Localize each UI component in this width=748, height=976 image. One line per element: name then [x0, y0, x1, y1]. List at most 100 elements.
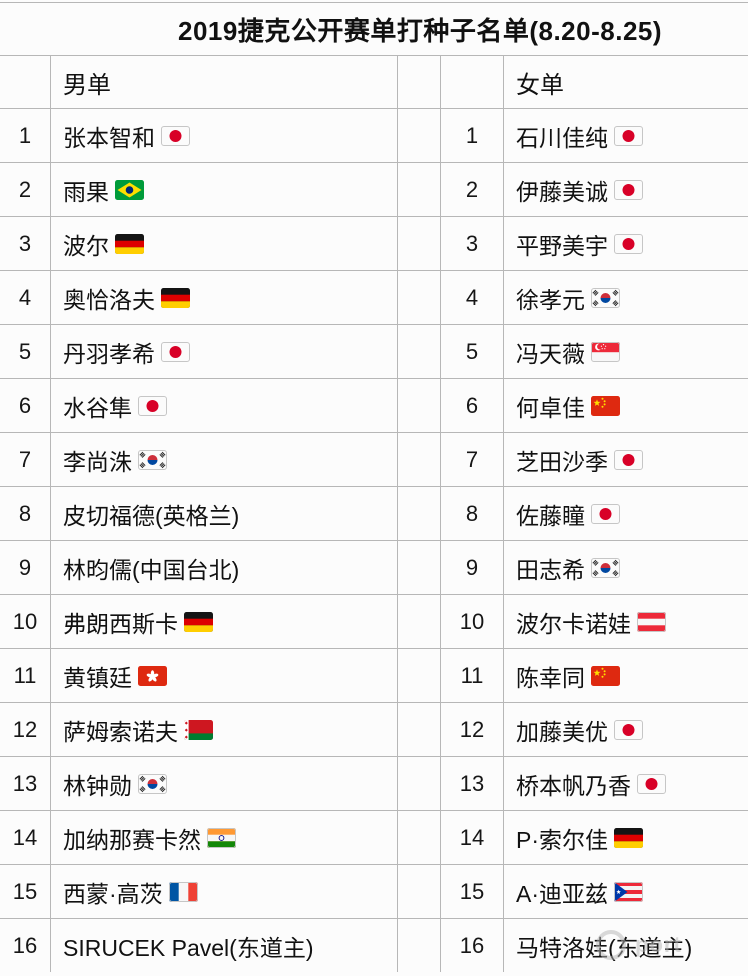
player-name: 伊藤美诚	[516, 178, 608, 205]
women-rank-cell: 14	[440, 810, 503, 864]
rank-number: 10	[12, 608, 38, 634]
women-player-cell: P·索尔佳	[503, 810, 748, 864]
gap-cell	[397, 324, 440, 378]
player-name: 陈幸同	[516, 664, 585, 691]
flag-puerto-rico-icon	[614, 881, 643, 902]
header-blank-women-rank	[440, 55, 503, 108]
men-rank-cell: 6	[0, 378, 50, 432]
rank-number: 16	[12, 932, 38, 958]
player-name: 丹羽孝希	[63, 340, 155, 367]
rank-number: 13	[459, 770, 485, 796]
rank-number: 2	[465, 176, 479, 202]
men-player-cell: 加纳那赛卡然	[50, 810, 397, 864]
rank-number: 9	[18, 554, 32, 580]
flag-japan-icon	[614, 719, 643, 740]
men-rank-cell: 7	[0, 432, 50, 486]
women-player-cell: 加藤美优	[503, 702, 748, 756]
rank-number: 8	[18, 500, 32, 526]
seed-table: 男单 女单 1 张本智和 1 石川佳纯 2 雨果 2 伊藤美诚 3 波尔 3 平野美宇 4 奥恰洛夫 4 徐孝…	[0, 55, 748, 972]
men-rank-cell: 9	[0, 540, 50, 594]
player-name: 波尔	[63, 232, 109, 259]
flag-germany-icon	[184, 611, 213, 632]
men-player-cell: 皮切福德(英格兰)	[50, 486, 397, 540]
men-player-cell: 黄镇廷	[50, 648, 397, 702]
men-player-cell: 弗朗西斯卡	[50, 594, 397, 648]
header-gap	[397, 55, 440, 108]
player-name: 奥恰洛夫	[63, 286, 155, 313]
player-name: 张本智和	[63, 124, 155, 151]
rank-number: 2	[18, 176, 32, 202]
men-rank-cell: 14	[0, 810, 50, 864]
women-rank-cell: 15	[440, 864, 503, 918]
men-player-cell: 西蒙·高茨	[50, 864, 397, 918]
flag-japan-icon	[614, 179, 643, 200]
player-name: 马特洛娃(东道主)	[516, 934, 693, 961]
player-name: 何卓佳	[516, 394, 585, 421]
flag-germany-icon	[115, 233, 144, 254]
rank-number: 12	[12, 716, 38, 742]
women-rank-cell: 5	[440, 324, 503, 378]
women-rank-cell: 16	[440, 918, 503, 972]
rank-number: 8	[465, 500, 479, 526]
rank-number: 3	[18, 230, 32, 256]
player-name: 佐藤瞳	[516, 502, 585, 529]
flag-austria-icon	[637, 611, 666, 632]
player-name: 加藤美优	[516, 718, 608, 745]
men-rank-cell: 16	[0, 918, 50, 972]
player-name: 水谷隼	[63, 394, 132, 421]
player-name: 田志希	[516, 556, 585, 583]
rank-number: 11	[460, 662, 484, 688]
women-player-cell: 桥本帆乃香	[503, 756, 748, 810]
gap-cell	[397, 216, 440, 270]
flag-south-korea-icon	[138, 449, 167, 470]
gap-cell	[397, 378, 440, 432]
player-name: 芝田沙季	[516, 448, 608, 475]
rank-number: 3	[465, 230, 479, 256]
women-player-cell: 芝田沙季	[503, 432, 748, 486]
rank-number: 14	[12, 824, 38, 850]
gap-cell	[397, 702, 440, 756]
men-rank-cell: 8	[0, 486, 50, 540]
women-rank-cell: 12	[440, 702, 503, 756]
men-player-cell: 丹羽孝希	[50, 324, 397, 378]
rank-number: 6	[18, 392, 32, 418]
player-name: 李尚洙	[63, 448, 132, 475]
flag-japan-icon	[161, 341, 190, 362]
flag-singapore-icon	[591, 341, 620, 362]
flag-china-icon	[591, 665, 620, 686]
rank-number: 1	[465, 122, 479, 148]
player-name: 桥本帆乃香	[516, 772, 631, 799]
flag-germany-icon	[161, 287, 190, 308]
men-rank-cell: 5	[0, 324, 50, 378]
women-player-cell: 陈幸同	[503, 648, 748, 702]
player-name: 弗朗西斯卡	[63, 610, 178, 637]
rank-number: 12	[459, 716, 485, 742]
women-rank-cell: 9	[440, 540, 503, 594]
rank-number: 16	[459, 932, 485, 958]
flag-japan-icon	[614, 125, 643, 146]
gap-cell	[397, 810, 440, 864]
men-player-cell: 李尚洙	[50, 432, 397, 486]
player-name: 林钟勋	[63, 772, 132, 799]
women-rank-cell: 3	[440, 216, 503, 270]
rank-number: 13	[12, 770, 38, 796]
rank-number: 10	[459, 608, 485, 634]
header-blank-men-rank	[0, 55, 50, 108]
flag-brazil-icon	[115, 179, 144, 200]
player-name: 徐孝元	[516, 286, 585, 313]
player-name: 黄镇廷	[63, 664, 132, 691]
gap-cell	[397, 162, 440, 216]
rank-number: 9	[465, 554, 479, 580]
men-player-cell: 林钟勋	[50, 756, 397, 810]
gap-cell	[397, 594, 440, 648]
women-player-cell: 平野美宇	[503, 216, 748, 270]
player-name: 石川佳纯	[516, 124, 608, 151]
gap-cell	[397, 918, 440, 972]
gap-cell	[397, 432, 440, 486]
rank-number: 7	[18, 446, 32, 472]
women-rank-cell: 8	[440, 486, 503, 540]
women-rank-cell: 10	[440, 594, 503, 648]
player-name: 林昀儒(中国台北)	[63, 556, 240, 583]
men-player-cell: 林昀儒(中国台北)	[50, 540, 397, 594]
men-rank-cell: 4	[0, 270, 50, 324]
